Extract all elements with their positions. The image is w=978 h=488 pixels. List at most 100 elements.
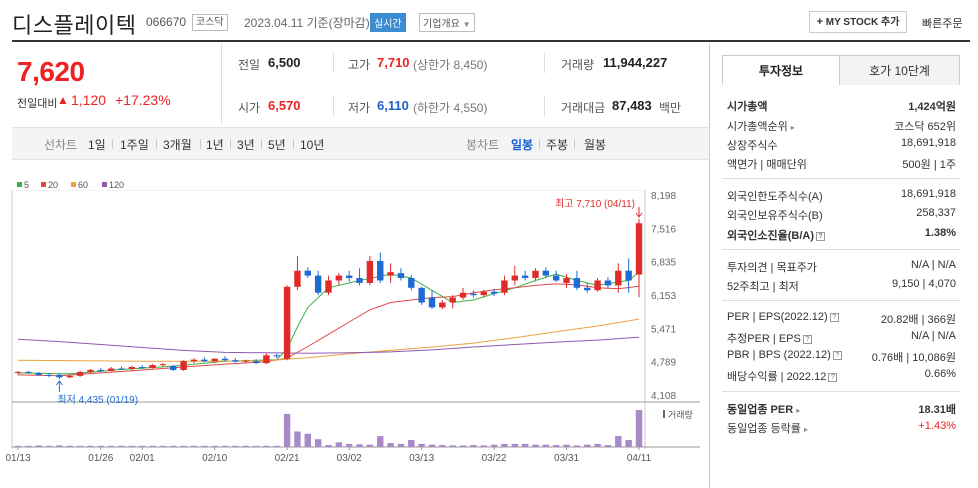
volume-bar — [221, 445, 229, 447]
candle-daily[interactable]: 일봉 — [511, 138, 534, 152]
candle-body — [294, 270, 301, 287]
volume-bar — [408, 439, 415, 447]
x-tick-label: 04/11 — [627, 453, 652, 464]
company-info-dropdown[interactable]: 기업개요 ▼ — [419, 13, 475, 32]
candle-body — [304, 270, 312, 276]
volume-bar — [511, 443, 519, 447]
y-tick-label: 4,789 — [651, 358, 676, 369]
candle-body — [542, 270, 550, 276]
quick-order-link[interactable]: 빠른주문 — [922, 18, 963, 30]
mcap-rank-value: 코스닥 652위 — [894, 121, 956, 133]
candle-body — [118, 368, 125, 370]
panel-separator — [722, 391, 960, 392]
help-icon[interactable]: ? — [829, 312, 839, 322]
period-separator — [293, 139, 294, 149]
volume-bar — [604, 445, 612, 447]
candle-body — [35, 372, 42, 375]
period-3month[interactable]: 3개월 — [163, 138, 192, 152]
x-tick-label: 03/22 — [482, 453, 507, 464]
legend-ma5: 5 — [24, 180, 30, 190]
ind-change-label: 동일업종 등락률 — [727, 423, 801, 435]
period-10year[interactable]: 10년 — [300, 138, 325, 152]
min-annotation: 최저 4,435 (01/19) — [57, 394, 138, 406]
tab-quote-10[interactable]: 호가 10단계 — [839, 55, 960, 86]
candle-body — [501, 280, 508, 293]
week52-label: 52주최고 | 최저 — [727, 281, 799, 293]
period-1year[interactable]: 1년 — [206, 138, 224, 152]
period-1day[interactable]: 1일 — [88, 138, 106, 152]
low-value: 6,110 — [377, 98, 409, 113]
candle-body — [180, 361, 187, 370]
period-bar — [12, 127, 709, 160]
volume-bar — [263, 445, 270, 447]
period-separator — [230, 139, 231, 149]
volume-bar — [76, 445, 84, 447]
help-icon[interactable]: ? — [816, 231, 825, 241]
pbr-row[interactable]: PBR | BPS (2022.12)? — [727, 349, 842, 361]
period-3year[interactable]: 3년 — [237, 138, 255, 152]
volume-bar — [242, 445, 249, 447]
ind-change-row[interactable]: 동일업종 등락률 ▸ — [727, 420, 808, 436]
chevron-right-icon: ▸ — [790, 123, 795, 132]
volume-label: 거래량 — [561, 58, 595, 72]
stat-separator — [544, 96, 545, 116]
period-1week[interactable]: 1주일 — [120, 138, 149, 152]
legend-ma60-swatch — [71, 182, 76, 187]
period-5year[interactable]: 5년 — [268, 138, 286, 152]
est-per-label: 추정PER | EPS — [727, 333, 801, 345]
per-row[interactable]: PER | EPS(2022.12)? — [727, 311, 839, 323]
candle-body — [56, 374, 63, 378]
prev-close-label: 전일 — [238, 58, 261, 72]
volume-bar — [377, 436, 384, 447]
period-separator — [574, 139, 575, 149]
ind-per-row[interactable]: 동일업종 PER ▸ — [727, 401, 800, 417]
candle-body — [190, 359, 198, 362]
foreign-ratio-row[interactable]: 외국인소진율(B/A)? — [727, 227, 825, 243]
volume-bar — [356, 444, 363, 447]
volume-bar — [211, 445, 218, 447]
volume-bar — [615, 436, 622, 447]
y-tick-label: 8,198 — [651, 191, 676, 202]
foreign-limit-value: 18,691,918 — [900, 188, 956, 200]
help-icon[interactable]: ? — [802, 334, 812, 344]
volume-bar — [594, 443, 601, 447]
volume-bar — [128, 445, 136, 447]
legend-ma120-swatch — [102, 182, 107, 187]
mcap-rank-row[interactable]: 시가총액순위 ▸ — [727, 118, 795, 134]
volume-bar — [190, 445, 198, 447]
candle-body — [211, 358, 218, 362]
candle-body — [273, 355, 280, 357]
volume-bar — [345, 443, 353, 447]
candle-body — [377, 260, 384, 281]
div-row[interactable]: 배당수익률 | 2022.12? — [727, 368, 838, 384]
candle-body — [76, 371, 84, 376]
help-icon[interactable]: ? — [828, 372, 838, 382]
current-price: 7,620 — [17, 56, 85, 87]
legend-ma120: 120 — [109, 180, 125, 190]
candle-body — [242, 360, 249, 362]
volume-bar — [35, 445, 42, 447]
help-icon[interactable]: ? — [832, 350, 842, 360]
price-chart[interactable]: 8,198 7,516 6,835 6,153 5,471 4,789 4,108 거래량 01… — [0, 190, 709, 488]
foreign-ratio-label: 외국인소진율(B/A) — [727, 230, 814, 242]
realtime-button[interactable]: 실시간 — [370, 13, 406, 32]
period-separator — [156, 139, 157, 149]
candle-weekly[interactable]: 주봉 — [546, 138, 569, 152]
candle-monthly[interactable]: 월봉 — [584, 138, 607, 152]
panel-separator — [722, 249, 960, 250]
candle-body — [252, 361, 260, 364]
candle-body — [563, 278, 570, 283]
x-tick-label: 02/01 — [130, 453, 155, 464]
ma-line-60 — [17, 318, 640, 362]
volume-bar — [138, 445, 146, 447]
mystock-add-button[interactable]: + MY STOCK 추가 — [809, 11, 907, 33]
tab-invest-info[interactable]: 투자정보 — [722, 55, 840, 86]
mcap-label: 시가총액 — [727, 101, 768, 113]
candle-body — [552, 275, 560, 281]
candle-body — [408, 278, 415, 288]
candle-body — [66, 375, 73, 378]
candle-body — [397, 273, 405, 279]
volume-bar — [97, 445, 105, 447]
est-per-row[interactable]: 추정PER | EPS? — [727, 330, 812, 346]
volume-bar — [552, 445, 560, 447]
